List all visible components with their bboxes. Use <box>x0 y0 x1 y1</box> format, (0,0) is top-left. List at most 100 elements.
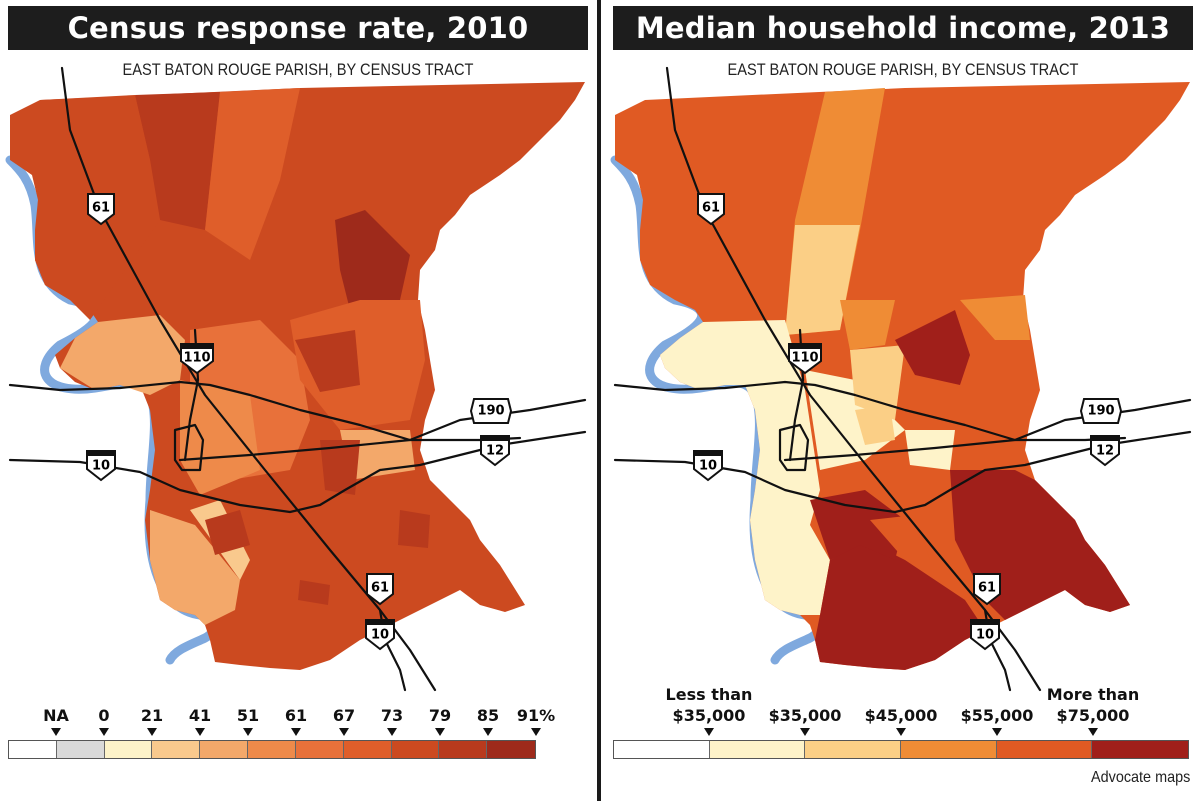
legend-labels: Less than $35,000 $35,000 $45,000 $55,000 Mor… <box>613 685 1193 736</box>
legend-label: 79 <box>428 706 452 725</box>
legend-tick-marker <box>1088 728 1098 736</box>
legend-tick-marker <box>800 728 810 736</box>
tract-east-darkest <box>895 310 970 385</box>
i110-shield: 110 <box>180 343 214 375</box>
legend-tick-marker <box>243 728 253 736</box>
legend-swatch <box>104 741 153 758</box>
i10-shield-south: 10 <box>970 619 1000 651</box>
svg-text:10: 10 <box>92 459 110 474</box>
legend-label: 51 <box>236 706 260 725</box>
us190-shield: 190 <box>1079 398 1123 424</box>
svg-text:10: 10 <box>371 628 389 643</box>
legend-label: 61 <box>284 706 308 725</box>
legend-tick-marker <box>99 728 109 736</box>
us61-shield-south: 61 <box>973 573 1001 606</box>
tract-north-mid <box>205 88 300 260</box>
i12-shield: 12 <box>480 435 510 467</box>
tract-southeast-dark <box>398 510 430 548</box>
legend-swatch <box>614 741 710 758</box>
legend-label: 0 <box>98 706 110 725</box>
legend-tick-marker <box>704 728 714 736</box>
tract-light-spot <box>855 405 895 445</box>
legend-label: $55,000 <box>960 706 1034 725</box>
panel-title: Median household income, 2013 <box>613 6 1193 50</box>
us190-line <box>613 380 1192 442</box>
tract-south-darkest <box>815 540 985 670</box>
us190-shield: 190 <box>469 398 513 424</box>
tract-north-dark <box>135 92 220 230</box>
legend-swatch <box>200 741 249 758</box>
legend-label: More than $75,000 <box>1046 685 1140 725</box>
legend-swatch <box>709 741 806 758</box>
panel-subtitle: EAST BATON ROUGE PARISH, BY CENSUS TRACT <box>122 60 474 79</box>
us61-shield-north: 61 <box>697 193 725 226</box>
legend-tick-marker <box>387 728 397 736</box>
legend-label: NA <box>43 706 69 725</box>
svg-text:12: 12 <box>486 444 504 459</box>
i10-shield-west: 10 <box>86 450 116 482</box>
legend-tick-marker <box>435 728 445 736</box>
legend-label: 73 <box>380 706 404 725</box>
legend-tick-marker <box>51 728 61 736</box>
tract-center-light <box>850 345 905 420</box>
legend-color-bar <box>613 740 1189 759</box>
us190-line <box>8 380 587 442</box>
panel-divider <box>597 0 601 801</box>
legend-swatch <box>996 741 1093 758</box>
tract-east-pale <box>905 430 955 470</box>
legend-label: 85 <box>476 706 500 725</box>
response-rate-map: 61 110 190 12 10 61 10 <box>5 66 587 692</box>
svg-text:61: 61 <box>978 581 996 596</box>
income-legend: Less than $35,000 $35,000 $45,000 $55,000 Mor… <box>613 685 1193 760</box>
i10-shield-west: 10 <box>693 450 723 482</box>
response-rate-panel: 61 110 190 12 10 61 10 <box>0 0 590 801</box>
tract-south-dark <box>298 580 330 605</box>
credit-line: Advocate maps <box>1090 769 1190 786</box>
legend-label: 67 <box>332 706 356 725</box>
legend-swatch <box>901 741 997 758</box>
tract-north-light <box>785 225 860 335</box>
legend-swatch <box>439 741 488 758</box>
tract-south-mid-dark <box>810 490 905 560</box>
tract-center-orange <box>840 300 895 350</box>
svg-text:110: 110 <box>183 351 210 366</box>
tract-east-darkest <box>335 210 410 310</box>
tract-west-light <box>60 315 185 395</box>
income-map: 61 110 190 12 10 61 10 <box>610 66 1192 692</box>
i10-line <box>8 430 587 514</box>
legend-tick-marker <box>147 728 157 736</box>
legend-tick-marker <box>195 728 205 736</box>
legend-label: $45,000 <box>864 706 938 725</box>
legend-swatch <box>152 741 201 758</box>
svg-text:61: 61 <box>92 201 110 216</box>
panel-title: Census response rate, 2010 <box>8 6 588 50</box>
legend-label: 41 <box>188 706 212 725</box>
legend-swatch <box>805 741 902 758</box>
legend-label: Less than $35,000 <box>665 685 753 725</box>
svg-text:190: 190 <box>1087 404 1114 419</box>
legend-label: 91% <box>516 706 556 725</box>
legend-swatch <box>56 741 105 758</box>
svg-text:10: 10 <box>699 459 717 474</box>
legend-swatch <box>487 741 535 758</box>
legend-label: $35,000 <box>768 706 842 725</box>
legend-swatch <box>9 741 57 758</box>
downtown-loop <box>778 423 810 472</box>
legend-tick-marker <box>339 728 349 736</box>
legend-swatch <box>391 741 440 758</box>
legend-tick-marker <box>992 728 1002 736</box>
panel-subtitle: EAST BATON ROUGE PARISH, BY CENSUS TRACT <box>727 60 1079 79</box>
svg-text:190: 190 <box>477 404 504 419</box>
tract-center-pale <box>805 370 905 470</box>
income-panel: 61 110 190 12 10 61 10 <box>605 0 1195 801</box>
i110-shield: 110 <box>788 343 822 375</box>
svg-text:10: 10 <box>976 628 994 643</box>
i10-shield-south: 10 <box>365 619 395 651</box>
svg-text:12: 12 <box>1096 444 1114 459</box>
legend-tick-marker <box>483 728 493 736</box>
tract-west-pale <box>660 320 830 615</box>
svg-text:110: 110 <box>791 351 818 366</box>
us61-shield-south: 61 <box>366 573 394 606</box>
legend-labels: NA 0 21 41 51 61 67 73 79 85 91% <box>8 700 588 736</box>
legend-tick-marker <box>531 728 541 736</box>
